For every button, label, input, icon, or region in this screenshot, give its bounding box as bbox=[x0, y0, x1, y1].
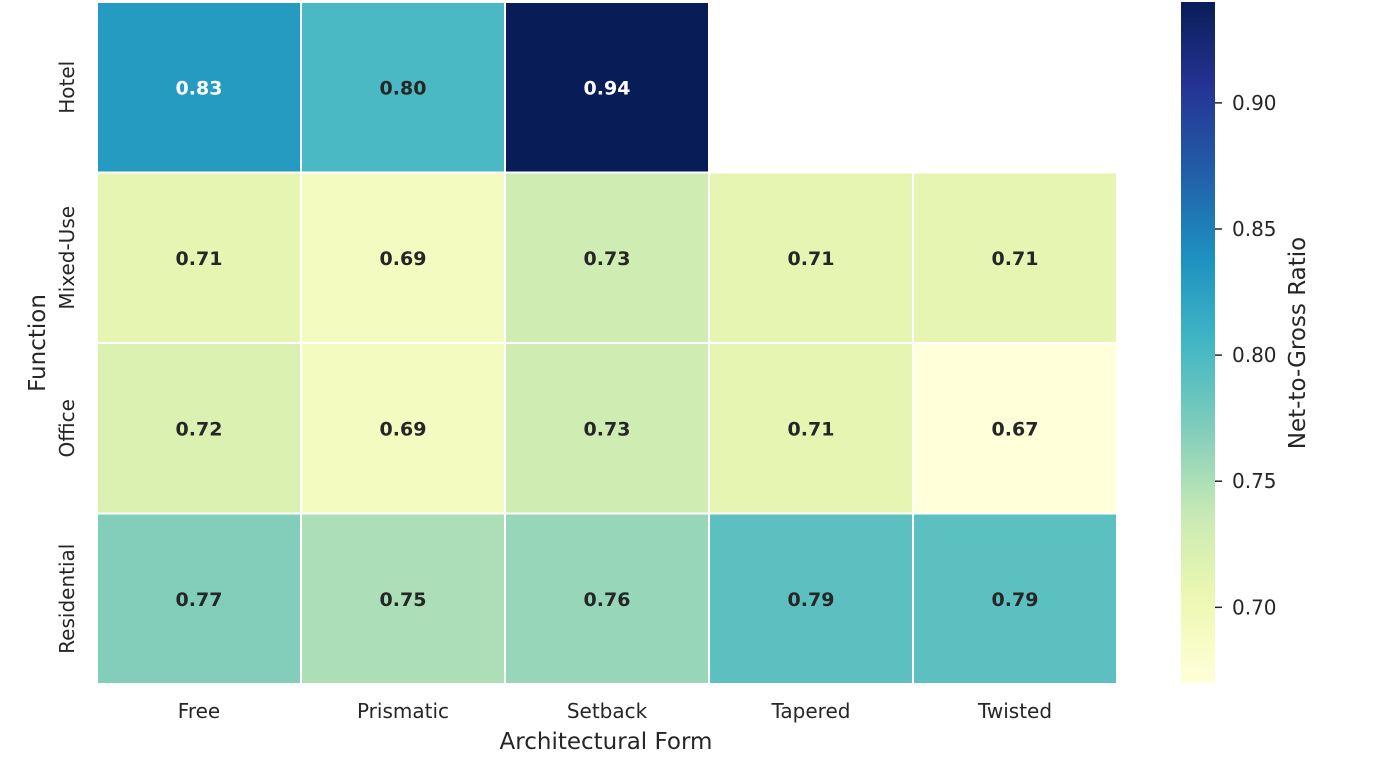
colorbar-tick-label: 0.85 bbox=[1232, 217, 1277, 241]
heatmap-cell-value: 0.79 bbox=[788, 589, 835, 611]
heatmap-cell-value: 0.77 bbox=[176, 589, 223, 611]
heatmap-cell bbox=[708, 512, 914, 685]
heatmap-cell bbox=[504, 1, 710, 174]
y-tick-label: Residential bbox=[55, 544, 79, 654]
colorbar-tick-label: 0.75 bbox=[1232, 469, 1277, 493]
x-tick-label: Twisted bbox=[977, 699, 1052, 723]
heatmap-cell-value: 0.67 bbox=[992, 418, 1039, 440]
x-tick-label: Setback bbox=[567, 699, 648, 723]
heatmap-cell bbox=[96, 171, 302, 344]
y-axis-tick-labels: Hotel Mixed-Use Office Residential bbox=[55, 61, 79, 654]
y-axis-title: Function bbox=[25, 294, 51, 392]
heatmap-cell-value: 0.71 bbox=[788, 418, 835, 440]
colorbar-tick-label: 0.90 bbox=[1232, 91, 1277, 115]
heatmap-cell bbox=[300, 342, 506, 515]
heatmap-cell bbox=[708, 342, 914, 515]
heatmap-cell bbox=[912, 171, 1118, 344]
heatmap-cell-value: 0.73 bbox=[584, 418, 631, 440]
colorbar-ticks: 0.70 0.75 0.80 0.85 0.90 bbox=[1215, 91, 1277, 619]
colorbar-label: Net-to-Gross Ratio bbox=[1285, 237, 1311, 450]
x-tick-label: Prismatic bbox=[357, 699, 449, 723]
colorbar: 0.70 0.75 0.80 0.85 0.90 Net-to-Gross Ratio bbox=[1181, 2, 1311, 683]
x-axis-tick-labels: Free Prismatic Setback Tapered Twisted bbox=[178, 699, 1052, 723]
heatmap-cell bbox=[504, 512, 710, 685]
heatmap-cell-value: 0.69 bbox=[380, 418, 427, 440]
heatmap-cell-value: 0.71 bbox=[176, 248, 223, 270]
y-tick-label: Office bbox=[55, 399, 79, 457]
heatmap-cell-value: 0.69 bbox=[380, 248, 427, 270]
y-tick-label: Hotel bbox=[55, 61, 79, 114]
heatmap-cell-value: 0.75 bbox=[380, 589, 427, 611]
heatmap-cell bbox=[300, 1, 506, 174]
heatmap-cell-labels: 0.83 0.80 0.94 0.71 0.69 0.73 0.71 0.71 0.72 0.69… bbox=[176, 77, 1039, 611]
heatmap-cell-value: 0.79 bbox=[992, 589, 1039, 611]
heatmap-cell-value: 0.76 bbox=[584, 589, 631, 611]
y-tick-label: Mixed-Use bbox=[55, 206, 79, 310]
colorbar-gradient bbox=[1181, 2, 1215, 683]
heatmap-cell bbox=[912, 342, 1118, 515]
heatmap-cell bbox=[300, 171, 506, 344]
heatmap-cell bbox=[504, 171, 710, 344]
colorbar-tick-label: 0.80 bbox=[1232, 343, 1277, 367]
heatmap-cell-value: 0.71 bbox=[788, 248, 835, 270]
heatmap-cell bbox=[96, 1, 302, 174]
heatmap-cell-value: 0.83 bbox=[176, 77, 223, 99]
heatmap-cell-value: 0.80 bbox=[380, 77, 427, 99]
x-tick-label: Tapered bbox=[771, 699, 851, 723]
heatmap-cell-value: 0.73 bbox=[584, 248, 631, 270]
heatmap-cell-value: 0.71 bbox=[992, 248, 1039, 270]
x-axis-title: Architectural Form bbox=[500, 729, 713, 755]
heatmap-cell-value: 0.72 bbox=[176, 418, 223, 440]
colorbar-tick-label: 0.70 bbox=[1232, 595, 1277, 619]
heatmap-cell bbox=[300, 512, 506, 685]
heatmap-cells bbox=[96, 1, 1118, 685]
heatmap-cell bbox=[96, 512, 302, 685]
heatmap-cell bbox=[912, 512, 1118, 685]
x-tick-label: Free bbox=[178, 699, 220, 723]
heatmap-cell-value: 0.94 bbox=[584, 77, 631, 99]
